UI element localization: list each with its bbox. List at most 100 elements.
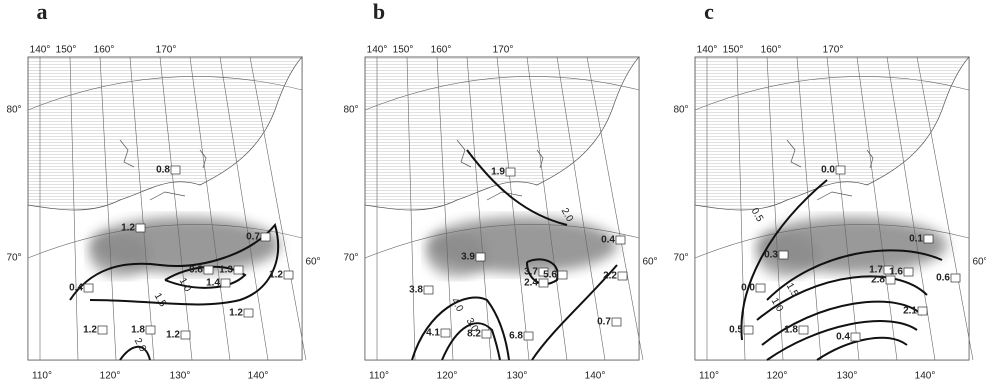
longitude-label: 120° — [437, 371, 458, 382]
station-value: 0.4 — [69, 283, 83, 294]
latitude-label: 60° — [305, 257, 320, 268]
station-marker — [204, 266, 213, 274]
longitude-label: 130° — [507, 371, 528, 382]
longitude-label: 120° — [767, 371, 788, 382]
figure: a 140° 150° 160° 170° 80° 70° 60° 110° 120° 130° 14… — [0, 0, 986, 384]
station-value: 2.2 — [603, 271, 617, 282]
station-marker — [886, 276, 895, 284]
station-marker — [918, 307, 927, 315]
station-value: 0.0 — [741, 283, 755, 294]
station-value: 3.7 — [524, 267, 538, 278]
station-value: 0.4 — [601, 235, 615, 246]
station-value: 3.9 — [461, 252, 475, 263]
longitude-label: 140° — [367, 45, 388, 56]
longitude-label: 110° — [699, 371, 719, 382]
latitude-label: 70° — [343, 253, 358, 264]
station-value: 2.8 — [871, 275, 885, 286]
station-value: 0.7 — [597, 317, 611, 328]
station-marker — [539, 279, 548, 287]
station-marker — [146, 326, 155, 334]
station-marker — [171, 166, 180, 174]
station-marker — [618, 272, 627, 280]
longitude-label: 170° — [493, 45, 514, 56]
station-value: 6.8 — [509, 331, 523, 342]
latitude-label: 80° — [6, 105, 21, 116]
station-value: 3.8 — [409, 285, 423, 296]
station-value: 0.1 — [909, 234, 923, 245]
longitude-label: 170° — [156, 45, 177, 56]
station-marker — [851, 333, 860, 341]
station-marker — [612, 318, 621, 326]
station-marker — [524, 332, 533, 340]
station-marker — [744, 326, 753, 334]
station-marker — [836, 166, 845, 174]
station-marker — [234, 266, 243, 274]
station-value: 1.2 — [83, 325, 97, 336]
longitude-label: 120° — [100, 371, 121, 382]
latitude-label: 60° — [972, 257, 986, 268]
station-value: 1.2 — [121, 223, 135, 234]
map-panel: b 140° 150° 160° 170° 80° 70° 60° 110° 120° 130° 14… — [343, 0, 657, 382]
station-marker — [506, 168, 515, 176]
longitude-label: 140° — [30, 45, 51, 56]
longitude-label: 160° — [431, 45, 452, 56]
station-marker — [616, 236, 625, 244]
station-marker — [221, 279, 230, 287]
latitude-label: 80° — [343, 105, 358, 116]
station-marker — [476, 253, 485, 261]
latitude-label: 60° — [642, 257, 657, 268]
station-value: 1.8 — [784, 325, 798, 336]
map-panel: a 140° 150° 160° 170° 80° 70° 60° 110° 120° 130° 14… — [6, 0, 320, 382]
station-marker — [904, 268, 913, 276]
station-marker — [924, 235, 933, 243]
longitude-label: 140° — [248, 371, 269, 382]
station-value: 0.7 — [246, 232, 260, 243]
station-value: 1.3 — [219, 265, 233, 276]
longitude-label: 150° — [393, 45, 414, 56]
station-value: 4.1 — [426, 328, 440, 339]
longitude-label: 140° — [915, 371, 936, 382]
longitude-label: 110° — [369, 371, 389, 382]
panel-label: b — [373, 0, 385, 24]
station-marker — [951, 274, 960, 282]
station-marker — [558, 271, 567, 279]
panel-label: a — [37, 0, 48, 24]
latitude-label: 80° — [673, 105, 688, 116]
map-panel: c140°150°160°170°80°70°60°110°120°130°14… — [673, 0, 986, 382]
station-value: 1.9 — [491, 167, 505, 178]
longitude-label: 150° — [723, 45, 744, 56]
station-value: 0.8 — [156, 165, 170, 176]
station-value: 0.8 — [189, 265, 203, 276]
station-marker — [181, 331, 190, 339]
station-value: 1.2 — [269, 270, 283, 281]
station-marker — [799, 326, 808, 334]
station-value: 0.3 — [764, 250, 778, 261]
longitude-label: 160° — [761, 45, 782, 56]
station-value: 0.4 — [836, 332, 850, 343]
longitude-label: 150° — [56, 45, 77, 56]
station-marker — [424, 286, 433, 294]
station-marker — [261, 233, 270, 241]
longitude-label: 140° — [585, 371, 606, 382]
station-value: 0.5 — [729, 325, 743, 336]
station-marker — [441, 329, 450, 337]
longitude-label: 140° — [697, 45, 718, 56]
longitude-label: 110° — [32, 371, 52, 382]
station-value: 1.2 — [166, 330, 180, 341]
station-value: 0.0 — [821, 165, 835, 176]
station-marker — [482, 330, 491, 338]
longitude-label: 170° — [823, 45, 844, 56]
longitude-label: 130° — [837, 371, 858, 382]
station-marker — [136, 224, 145, 232]
longitude-label: 160° — [94, 45, 115, 56]
station-marker — [84, 284, 93, 292]
station-value: 2.4 — [524, 278, 538, 289]
station-marker — [284, 271, 293, 279]
station-marker — [756, 284, 765, 292]
station-value: 1.8 — [131, 325, 145, 336]
station-value: 1.4 — [206, 278, 220, 289]
station-marker — [98, 326, 107, 334]
latitude-label: 70° — [6, 253, 21, 264]
station-marker — [779, 251, 788, 259]
longitude-label: 130° — [170, 371, 191, 382]
